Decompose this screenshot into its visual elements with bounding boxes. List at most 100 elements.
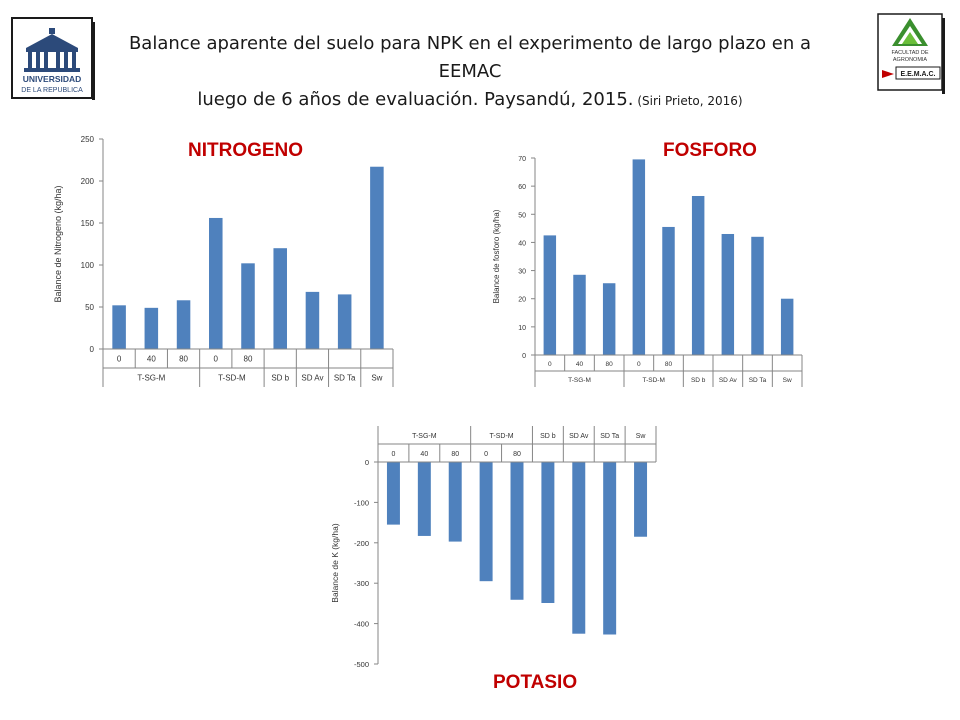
bar [543,235,557,355]
group-label: SD b [540,433,556,440]
bar [662,226,675,355]
y-tick-label: -500 [354,660,369,669]
bar [176,300,191,349]
category-label: 40 [420,451,428,458]
y-tick-label: 150 [81,219,95,228]
y-tick-label: 40 [518,240,526,247]
y-tick-label: -100 [354,498,369,507]
bar [386,462,400,525]
bar [780,298,794,355]
group-label: SD Ta [600,433,619,440]
bar [603,462,617,635]
group-label: T-SG-M [412,433,437,440]
bar [510,462,524,600]
bar [572,462,586,634]
bar [541,462,555,603]
y-tick-label: 200 [81,177,95,186]
bar [144,307,159,349]
group-label: T-SG-M [137,374,165,383]
citation: (Siri Prieto, 2016) [633,94,743,108]
group-label: T-SG-M [568,377,591,384]
bar [305,291,320,349]
group-label: SD Av [719,377,738,384]
y-tick-label: 30 [518,269,526,276]
y-tick-label: 50 [85,303,94,312]
y-tick-label: 20 [518,297,526,304]
category-label: 80 [513,451,521,458]
category-label: 0 [548,361,552,368]
group-label: Sw [371,374,382,383]
nitrogeno-chart-title: NITROGENO [188,140,304,161]
bar [417,462,431,536]
y-axis-title: Balance de K (kg/ha) [330,523,340,603]
group-label: SD b [691,377,706,384]
category-label: 40 [147,355,156,364]
bar [241,263,255,349]
y-tick-label: 0 [365,458,369,467]
group-label: Sw [636,433,647,440]
y-tick-label: 100 [81,261,95,270]
category-label: 80 [451,451,459,458]
bar [751,236,764,355]
bar [479,462,493,582]
logo-right-line3: E.E.M.A.C. [900,71,935,78]
group-label: T-SD-M [490,433,514,440]
bar [273,248,287,349]
bar [573,274,586,355]
logo-left-line2: DE LA REPUBLICA [21,87,83,94]
category-label: 0 [117,355,122,364]
category-label: 0 [391,451,395,458]
group-label: SD Av [301,374,323,383]
bar [691,195,705,355]
y-axis-title: Balance de fosforo (kg/ha) [492,209,501,303]
y-tick-label: 10 [518,325,526,332]
title-line-1: Balance aparente del suelo para NPK en e… [128,33,812,82]
bar [209,217,223,349]
category-label: 80 [179,355,188,364]
category-label: 0 [637,361,641,368]
category-label: 80 [244,355,253,364]
group-label: T-SD-M [642,377,664,384]
bar [370,166,384,349]
bar [112,305,126,349]
y-tick-label: 60 [518,184,526,191]
title-line-2-text: luego de 6 años de evaluación. Paysandú,… [197,89,634,110]
fosforo-chart-title: FOSFORO [663,140,757,161]
group-label: Sw [783,377,792,384]
bar [448,462,462,542]
y-tick-label: -300 [354,579,369,588]
potasio-chart-title: POTASIO [493,672,578,693]
y-tick-label: 0 [90,345,95,354]
logo-left-line1: UNIVERSIDAD [23,74,82,84]
y-tick-label: -200 [354,539,369,548]
bar [602,283,616,355]
category-label: 80 [606,361,614,368]
bar [634,462,648,537]
logo-right-line2: AGRONOMIA [893,57,928,63]
bar [337,294,352,349]
y-tick-label: 250 [81,135,95,144]
group-label: SD Av [569,433,589,440]
category-label: 80 [665,361,673,368]
group-label: SD Ta [334,374,356,383]
group-label: T-SD-M [218,374,246,383]
y-tick-label: 50 [518,212,526,219]
universidad-logo: UNIVERSIDAD DE LA REPUBLICA [11,17,95,100]
bar [721,233,735,355]
logo-right-line1: FACULTAD DE [891,50,928,56]
bar [632,159,646,355]
y-tick-label: -400 [354,620,369,629]
y-tick-label: 70 [518,156,526,163]
y-axis-title: Balance de Nitrogeno (kg/ha) [53,185,63,302]
eemac-logo: FACULTAD DE AGRONOMIA E.E.M.A.C. [877,13,945,94]
group-label: SD Ta [749,377,767,384]
category-label: 40 [576,361,584,368]
page-title: Balance aparente del suelo para NPK en e… [100,30,840,115]
category-label: 0 [484,451,488,458]
group-label: SD b [271,374,289,383]
category-label: 0 [214,355,219,364]
title-line-2: luego de 6 años de evaluación. Paysandú,… [100,86,840,115]
